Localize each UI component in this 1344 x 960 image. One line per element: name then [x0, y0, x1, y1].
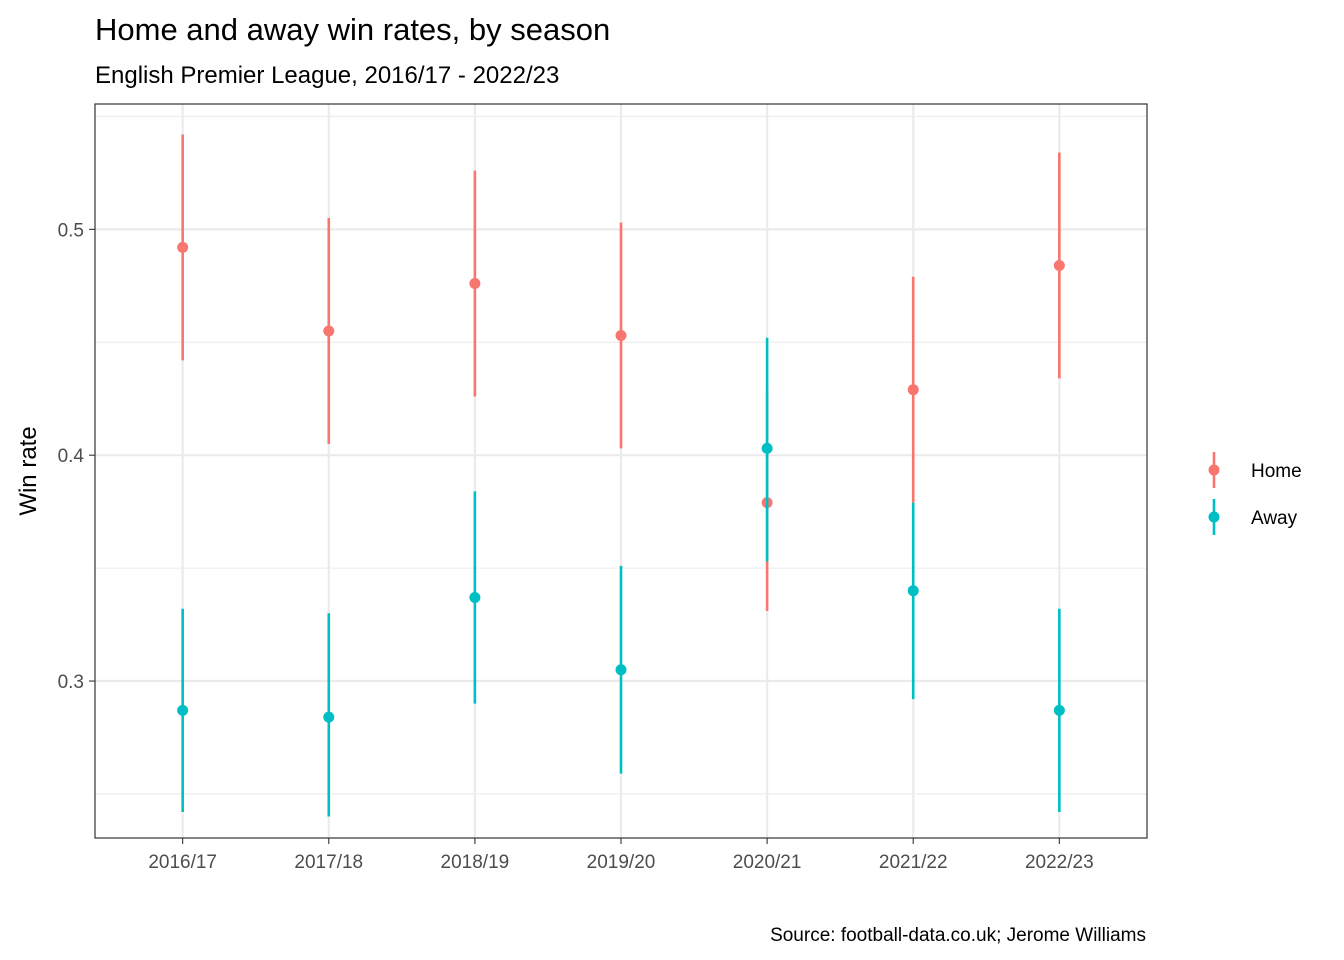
- legend-key-point: [1208, 511, 1220, 523]
- x-tick-label: 2018/19: [441, 852, 510, 873]
- data-point: [907, 384, 919, 396]
- y-axis: 0.3 0.4 0.5: [58, 220, 95, 693]
- y-axis-title: Win rate: [15, 426, 42, 515]
- legend: Home Away: [1208, 452, 1302, 535]
- legend-key-home: [1208, 452, 1220, 488]
- chart-subtitle: English Premier League, 2016/17 - 2022/2…: [95, 62, 559, 89]
- x-tick-label: 2017/18: [294, 852, 363, 873]
- x-tick-label: 2022/23: [1025, 852, 1094, 873]
- data-point: [469, 278, 481, 290]
- x-axis: 2016/17 2017/18 2018/19 2019/20 2020/21 2021/…: [148, 838, 1094, 873]
- legend-label-home: Home: [1251, 461, 1302, 482]
- x-tick-label: 2019/20: [587, 852, 656, 873]
- data-point: [1053, 704, 1065, 716]
- chart-title: Home and away win rates, by season: [95, 12, 610, 47]
- data-point: [177, 241, 189, 253]
- marks: [177, 134, 1065, 817]
- data-point: [615, 329, 627, 341]
- series-away: [177, 337, 1065, 817]
- data-point: [323, 325, 335, 337]
- y-tick-label: 0.3: [58, 672, 84, 693]
- x-tick-label: 2016/17: [148, 852, 217, 873]
- data-point: [469, 591, 481, 603]
- data-point: [177, 704, 189, 716]
- legend-label-away: Away: [1251, 508, 1298, 529]
- data-point: [761, 442, 773, 454]
- data-point: [615, 664, 627, 676]
- data-point: [907, 585, 919, 597]
- x-tick-label: 2020/21: [733, 852, 802, 873]
- x-tick-label: 2021/22: [879, 852, 948, 873]
- data-point: [323, 711, 335, 723]
- data-point: [1053, 259, 1065, 271]
- y-tick-label: 0.5: [58, 220, 84, 241]
- y-tick-label: 0.4: [58, 446, 85, 467]
- legend-key-point: [1208, 464, 1220, 476]
- legend-key-away: [1208, 499, 1220, 535]
- chart-caption: Source: football-data.co.uk; Jerome Will…: [770, 925, 1146, 946]
